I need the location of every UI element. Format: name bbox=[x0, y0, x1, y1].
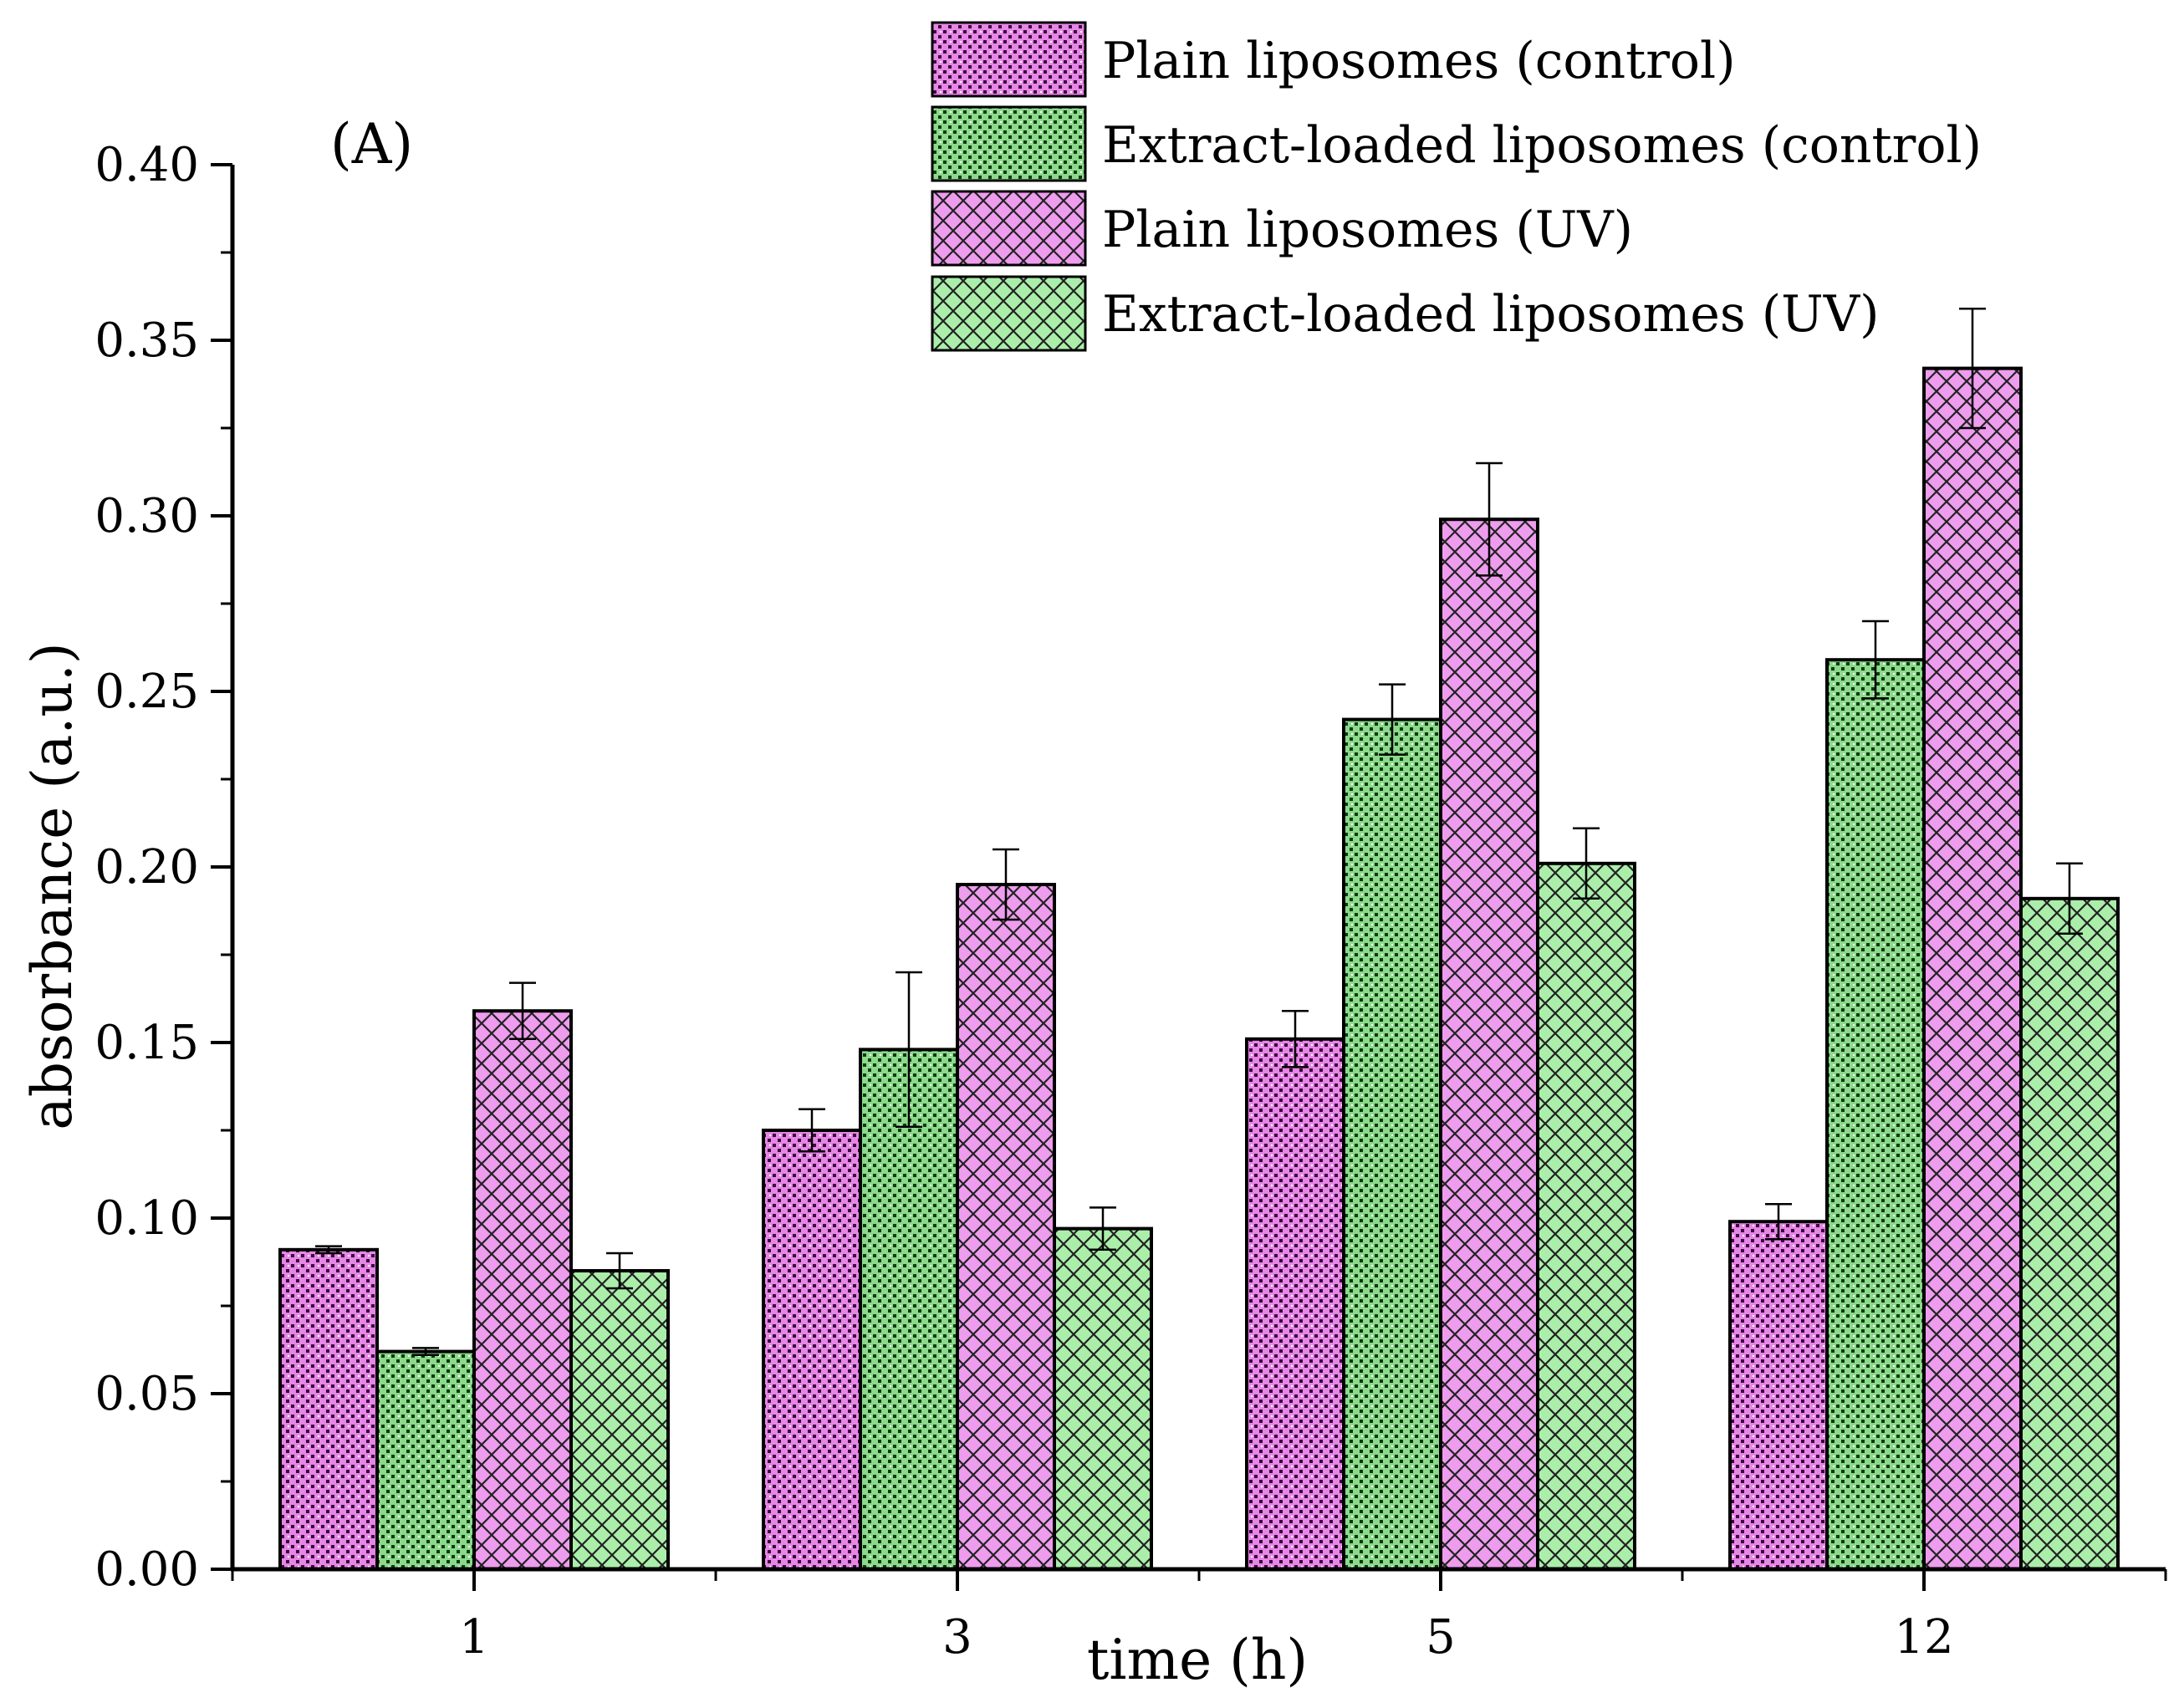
x-tick-label: 3 bbox=[942, 1610, 972, 1665]
y-tick-label: 0.15 bbox=[94, 1016, 199, 1070]
legend-swatch-extract-control bbox=[931, 105, 1087, 182]
error-bar-series0-cat-1 bbox=[315, 1245, 342, 1255]
y-axis-title: absorbance (a.u.) bbox=[20, 642, 84, 1129]
y-tick-label: 0.35 bbox=[94, 314, 199, 368]
error-bar-series1-cat-5 bbox=[1379, 683, 1406, 756]
error-bars-layer bbox=[315, 307, 2083, 1357]
legend-label-extract-uv: Extract-loaded liposomes (UV) bbox=[1102, 285, 1879, 344]
bar-series3-cat-5 bbox=[1536, 861, 1636, 1572]
x-axis-title: time (h) bbox=[1087, 1628, 1308, 1692]
y-tick-label: 0.05 bbox=[94, 1367, 199, 1421]
legend: Plain liposomes (control) Extract-loaded… bbox=[931, 21, 1982, 352]
y-tick-label: 0.10 bbox=[94, 1191, 199, 1246]
bar-series0-cat-3 bbox=[762, 1129, 862, 1571]
y-tick-label: 0.00 bbox=[94, 1542, 199, 1597]
bar-series0-cat-12 bbox=[1728, 1220, 1829, 1571]
error-bar-series1-cat-1 bbox=[412, 1347, 439, 1357]
bar-series2-cat-3 bbox=[956, 883, 1056, 1571]
error-bar-series0-cat-5 bbox=[1282, 1009, 1309, 1068]
bar-series3-cat-3 bbox=[1053, 1226, 1153, 1571]
panel-label: (A) bbox=[330, 112, 413, 176]
x-tick-label: 12 bbox=[1894, 1610, 1953, 1665]
error-bar-series1-cat-3 bbox=[896, 971, 922, 1129]
bar-series0-cat-1 bbox=[278, 1247, 379, 1572]
bars-layer bbox=[278, 366, 2120, 1572]
error-bar-series1-cat-12 bbox=[1862, 619, 1889, 700]
legend-label-extract-control: Extract-loaded liposomes (control) bbox=[1102, 116, 1982, 175]
bar-series1-cat-5 bbox=[1342, 717, 1442, 1571]
bar-series1-cat-12 bbox=[1825, 658, 1926, 1572]
error-bar-series3-cat-1 bbox=[606, 1252, 633, 1290]
bar-series3-cat-12 bbox=[2019, 896, 2120, 1572]
error-bar-series0-cat-12 bbox=[1765, 1202, 1792, 1241]
legend-label-plain-uv: Plain liposomes (UV) bbox=[1102, 201, 1633, 259]
legend-swatch-plain-uv bbox=[931, 190, 1087, 267]
x-tick-label: 5 bbox=[1426, 1610, 1456, 1665]
bar-series0-cat-5 bbox=[1245, 1037, 1345, 1572]
error-bar-series3-cat-5 bbox=[1573, 827, 1600, 900]
y-tick-label: 0.20 bbox=[94, 840, 199, 895]
error-bar-series2-cat-12 bbox=[1959, 307, 1986, 430]
error-bar-series2-cat-1 bbox=[509, 981, 536, 1041]
bar-series1-cat-3 bbox=[859, 1048, 959, 1571]
y-tick-label: 0.25 bbox=[94, 665, 199, 719]
legend-swatch-extract-uv bbox=[931, 275, 1087, 352]
bar-series2-cat-5 bbox=[1439, 517, 1539, 1572]
axes-layer: 0.00 0.05 0.10 0.15 0.20 0.25 0.30 0.35 0.40 1 3 5 1… bbox=[94, 138, 2167, 1665]
legend-swatch-plain-control bbox=[931, 21, 1087, 98]
bar-series3-cat-1 bbox=[569, 1269, 670, 1571]
x-tick-label: 1 bbox=[459, 1610, 489, 1665]
bar-series1-cat-1 bbox=[375, 1349, 476, 1571]
error-bar-series0-cat-3 bbox=[799, 1108, 825, 1153]
bar-series2-cat-1 bbox=[472, 1009, 573, 1571]
y-tick-label: 0.30 bbox=[94, 489, 199, 543]
error-bar-series2-cat-3 bbox=[993, 848, 1019, 921]
error-bar-series3-cat-3 bbox=[1090, 1206, 1116, 1252]
bar-series2-cat-12 bbox=[1922, 366, 2023, 1572]
error-bar-series3-cat-12 bbox=[2056, 862, 2083, 936]
y-tick-label: 0.40 bbox=[94, 138, 199, 192]
error-bar-series2-cat-5 bbox=[1476, 461, 1503, 577]
legend-label-plain-control: Plain liposomes (control) bbox=[1102, 32, 1736, 90]
